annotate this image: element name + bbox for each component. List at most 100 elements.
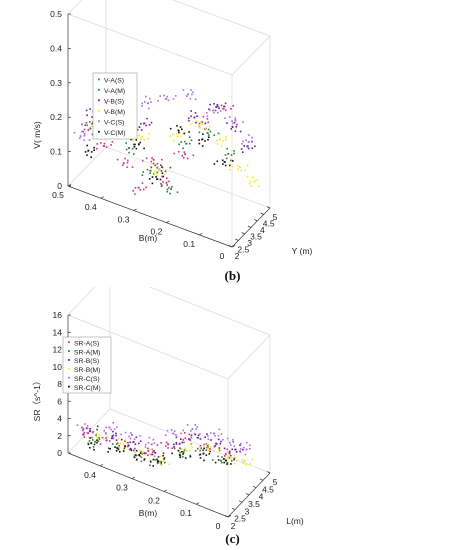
data-point <box>137 129 139 131</box>
data-point <box>248 134 250 136</box>
data-point <box>152 465 154 467</box>
data-point <box>94 444 96 446</box>
data-point <box>130 432 132 434</box>
data-point <box>105 437 107 439</box>
data-point <box>96 148 98 150</box>
data-point <box>144 458 146 460</box>
data-point <box>142 174 144 176</box>
data-point <box>209 104 211 106</box>
data-point <box>191 140 193 142</box>
data-point <box>164 462 166 464</box>
legend-entry: V-C(S) <box>104 120 124 127</box>
data-point <box>153 439 155 441</box>
data-point <box>190 456 192 458</box>
data-point <box>156 175 158 177</box>
data-point <box>161 461 163 463</box>
data-point <box>238 168 240 170</box>
data-point <box>208 134 210 136</box>
z-tick-label: 0.2 <box>50 112 62 122</box>
data-point <box>243 447 245 449</box>
data-point <box>219 429 221 431</box>
data-point <box>91 123 93 125</box>
data-point <box>195 112 197 114</box>
x-tick-label: 0.2 <box>148 495 160 505</box>
data-point <box>208 122 210 124</box>
z-tick-label: 0.4 <box>50 43 62 53</box>
data-point <box>218 448 220 450</box>
x-tick-label: 0.4 <box>85 202 97 212</box>
data-point <box>258 185 260 187</box>
x-tick-label: 0 <box>220 251 225 261</box>
data-point <box>233 150 235 152</box>
data-point <box>226 158 228 160</box>
data-point <box>204 140 206 142</box>
data-point <box>203 116 205 118</box>
data-point <box>154 459 156 461</box>
legend-entry: SR-B(S) <box>74 358 99 365</box>
data-point <box>199 132 201 134</box>
data-point <box>177 191 179 193</box>
data-point <box>96 439 98 441</box>
data-point <box>160 442 162 444</box>
data-point <box>167 430 169 432</box>
z-tick-label: 0 <box>57 448 62 458</box>
data-point <box>208 450 210 452</box>
data-point <box>148 133 150 135</box>
data-point <box>172 433 174 435</box>
x-tick-label: 0.5 <box>52 190 64 200</box>
data-point <box>149 172 151 174</box>
data-point <box>225 136 227 138</box>
data-point <box>246 442 248 444</box>
data-point <box>112 443 114 445</box>
data-point <box>89 430 91 432</box>
data-point <box>208 444 210 446</box>
data-point <box>218 108 220 110</box>
data-point <box>133 190 135 192</box>
data-point <box>174 430 176 432</box>
data-point <box>160 183 162 185</box>
data-point <box>87 432 89 434</box>
data-point <box>191 435 193 437</box>
data-point <box>207 445 209 447</box>
data-point <box>86 122 88 124</box>
data-point <box>84 129 86 131</box>
data-point <box>159 168 161 170</box>
data-point <box>151 157 153 159</box>
box-top-back-edges <box>68 0 270 36</box>
data-point <box>111 438 113 440</box>
data-point <box>166 442 168 444</box>
data-point <box>153 163 155 165</box>
data-point <box>117 159 119 161</box>
data-point <box>149 448 151 450</box>
data-point <box>225 460 227 462</box>
data-point <box>241 143 243 145</box>
data-point <box>210 131 212 133</box>
data-point <box>210 432 212 434</box>
legend-marker <box>68 341 70 343</box>
data-point <box>190 89 192 91</box>
data-point <box>116 439 118 441</box>
y-tick-mark <box>261 213 264 215</box>
data-point <box>197 437 199 439</box>
data-point <box>239 166 241 168</box>
legend-entry: V-A(S) <box>104 78 124 85</box>
data-point <box>118 438 120 440</box>
data-point <box>175 95 177 97</box>
data-point <box>178 151 180 153</box>
data-point <box>132 166 134 168</box>
data-point <box>243 145 245 147</box>
data-point <box>191 447 193 449</box>
legend-entry: SR-C(M) <box>74 385 101 392</box>
data-point <box>136 459 138 461</box>
data-point <box>214 433 216 435</box>
data-point <box>177 136 179 138</box>
data-point <box>188 120 190 122</box>
data-point <box>89 139 91 141</box>
data-point <box>181 448 183 450</box>
data-point <box>231 449 233 451</box>
data-point <box>222 439 224 441</box>
data-point <box>254 181 256 183</box>
data-point <box>150 461 152 463</box>
data-point <box>220 460 222 462</box>
data-point <box>233 441 235 443</box>
